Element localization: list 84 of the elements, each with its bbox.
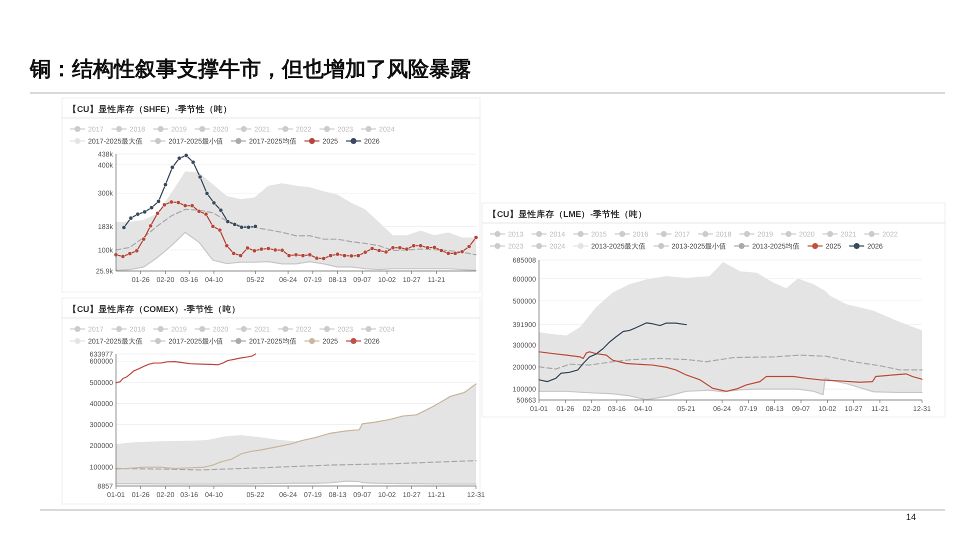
point [308,252,312,257]
point [210,224,216,229]
point [148,224,153,228]
point [356,253,361,258]
point [231,251,236,256]
point [218,228,222,232]
point [253,224,258,229]
line-series [115,460,477,471]
point [170,165,175,170]
point [474,235,478,240]
point [122,225,126,230]
point [176,200,181,205]
line-series [538,322,687,382]
point [134,248,139,254]
point [432,245,437,250]
point [224,244,229,248]
point [460,249,464,254]
chart-title: 【CU】显性库存（LME）-季节性（吨） [488,209,648,219]
point [204,191,210,196]
point [232,222,237,227]
point [425,245,430,250]
point [212,200,216,206]
point [245,246,250,250]
point [149,205,154,210]
point [184,153,188,158]
point [190,160,196,164]
line-series [538,354,923,371]
point [128,216,134,220]
point [363,250,368,254]
point [239,225,244,230]
point [376,248,382,253]
point [238,253,243,258]
point [390,245,396,250]
point [266,246,271,251]
point [162,202,167,208]
point [349,254,354,258]
text: 14 [906,512,916,522]
point [335,252,340,256]
point [286,253,292,258]
point [136,212,140,216]
point [204,212,208,216]
point [128,251,132,256]
point [252,248,257,254]
chart-title: 【CU】显性库存（COMEX）-季节性（吨） [68,304,240,314]
text: 铜：结构性叙事支撑牛市，但也增加了风险暴露 [29,57,471,81]
point [196,209,202,214]
point [156,199,161,204]
point [246,225,251,230]
line-series [538,351,923,392]
point [466,244,472,249]
point [155,211,160,216]
point [177,156,182,160]
point [404,246,409,252]
point [141,236,146,242]
line-series [115,208,477,256]
point [273,248,278,252]
point [300,253,306,258]
point [418,244,423,248]
point [370,246,374,251]
point [190,203,194,208]
chart-title: 【CU】显性库存（SHFE）-季节性（吨） [68,104,232,114]
point [163,182,168,187]
point [294,252,298,257]
line-series [115,353,256,384]
point [453,251,458,256]
point [259,246,264,252]
point [183,203,188,208]
point [120,254,126,259]
point [218,208,224,212]
point [439,248,444,253]
point [226,219,230,224]
point [198,174,202,180]
point [411,244,416,248]
point [314,256,319,260]
line-series [115,383,477,470]
point [169,200,174,204]
point [398,245,402,250]
point [280,248,284,252]
point [142,210,147,214]
point [342,253,347,258]
point [321,256,326,261]
point [446,251,451,256]
point [328,253,333,258]
point [384,250,388,254]
